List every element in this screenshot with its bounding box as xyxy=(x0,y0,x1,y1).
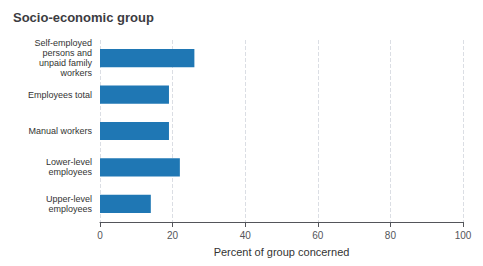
svg-text:Self-employed: Self-employed xyxy=(34,38,92,48)
svg-text:Upper-level: Upper-level xyxy=(46,194,92,204)
svg-text:Socio-economic group: Socio-economic group xyxy=(13,10,154,25)
svg-text:unpaid family: unpaid family xyxy=(39,58,93,68)
svg-text:Manual workers: Manual workers xyxy=(28,126,92,136)
svg-text:Employees total: Employees total xyxy=(28,90,92,100)
svg-text:Percent of group concerned: Percent of group concerned xyxy=(214,246,350,258)
svg-text:Lower-level: Lower-level xyxy=(46,157,92,167)
svg-text:20: 20 xyxy=(167,230,179,241)
svg-text:40: 40 xyxy=(240,230,252,241)
svg-text:100: 100 xyxy=(455,230,472,241)
svg-text:workers: workers xyxy=(59,68,92,78)
svg-text:employees: employees xyxy=(48,167,92,177)
svg-text:employees: employees xyxy=(48,204,92,214)
svg-text:persons and: persons and xyxy=(42,48,92,58)
svg-text:80: 80 xyxy=(385,230,397,241)
svg-text:0: 0 xyxy=(97,230,103,241)
svg-text:60: 60 xyxy=(312,230,324,241)
